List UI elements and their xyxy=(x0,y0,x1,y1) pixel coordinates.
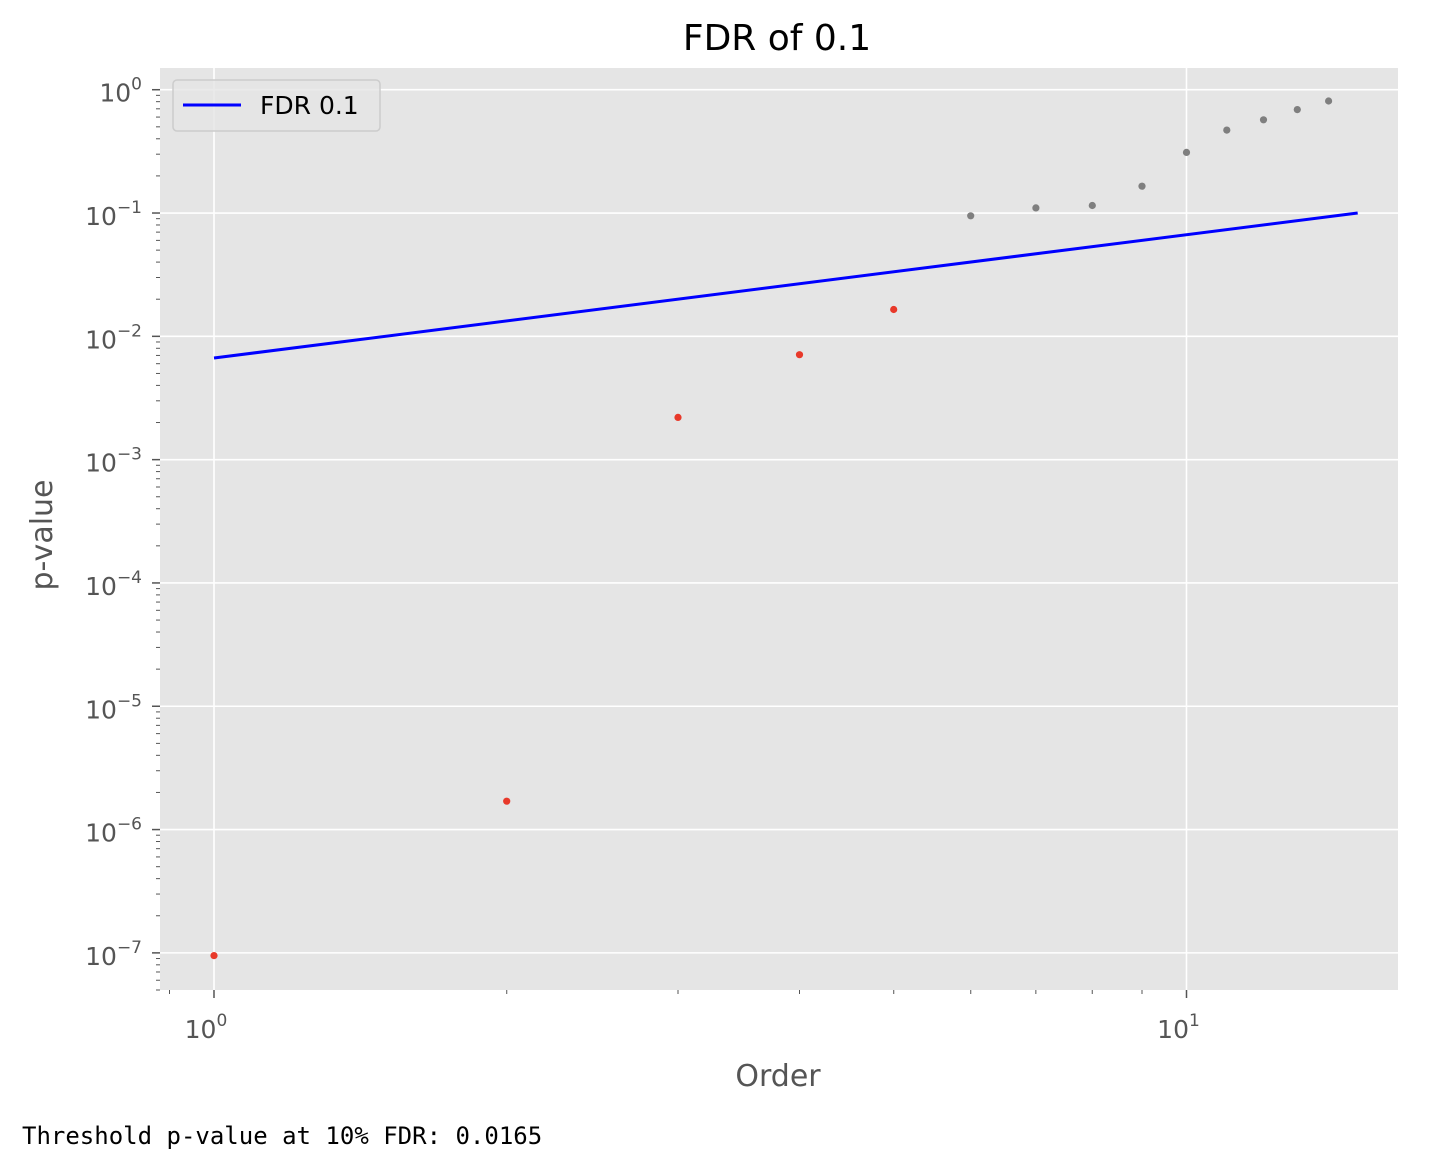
significant-point xyxy=(890,305,898,314)
legend-box xyxy=(172,79,381,132)
significant-point xyxy=(210,952,218,960)
nonsignificant-point xyxy=(1032,204,1040,212)
significant-point xyxy=(674,413,682,421)
nonsignificant-point xyxy=(1259,116,1268,124)
y-tick-label: 10−5 xyxy=(85,691,142,724)
x-axis-label: Order xyxy=(735,1059,821,1094)
y-tick-label: 10−2 xyxy=(85,321,142,354)
nonsignificant-point xyxy=(1325,97,1333,105)
y-tick-label: 10−6 xyxy=(85,815,142,848)
minor-ticks xyxy=(156,94,1143,994)
y-tick-label: 10−3 xyxy=(85,445,142,478)
legend: FDR 0.1 xyxy=(172,79,381,132)
y-tick-label: 10−7 xyxy=(85,938,142,971)
y-axis-label: p-value xyxy=(25,479,60,590)
y-tick-label: 10−4 xyxy=(85,568,142,601)
nonsignificant-point xyxy=(1293,106,1301,114)
data-points xyxy=(210,97,1333,960)
fdr-chart: FDR of 0.1 100 101 100 10−1 10−2 10−3 10−4 10−… xyxy=(25,18,1398,1094)
y-tick-label: 10−1 xyxy=(85,198,142,231)
nonsignificant-point xyxy=(1088,201,1096,210)
nonsignificant-point xyxy=(1182,148,1191,156)
y-tick-label: 100 xyxy=(99,75,142,108)
fdr-threshold-line xyxy=(213,211,1358,360)
y-axis-ticks: 100 10−1 10−2 10−3 10−4 10−5 10−6 10−7 xyxy=(85,75,160,971)
grid xyxy=(160,68,1398,990)
nonsignificant-point xyxy=(1138,182,1146,190)
x-tick-label: 100 xyxy=(185,1011,228,1044)
nonsignificant-point xyxy=(967,212,975,220)
legend-label: FDR 0.1 xyxy=(260,91,359,120)
chart-title: FDR of 0.1 xyxy=(683,18,871,59)
x-axis-ticks: 100 101 xyxy=(185,990,1200,1044)
nonsignificant-point xyxy=(1223,126,1231,134)
significant-point xyxy=(503,797,511,805)
significant-point xyxy=(795,351,804,359)
x-tick-label: 101 xyxy=(1157,1011,1200,1044)
plot-area xyxy=(160,68,1398,990)
threshold-output: Threshold p-value at 10% FDR: 0.0165 xyxy=(22,1122,543,1150)
